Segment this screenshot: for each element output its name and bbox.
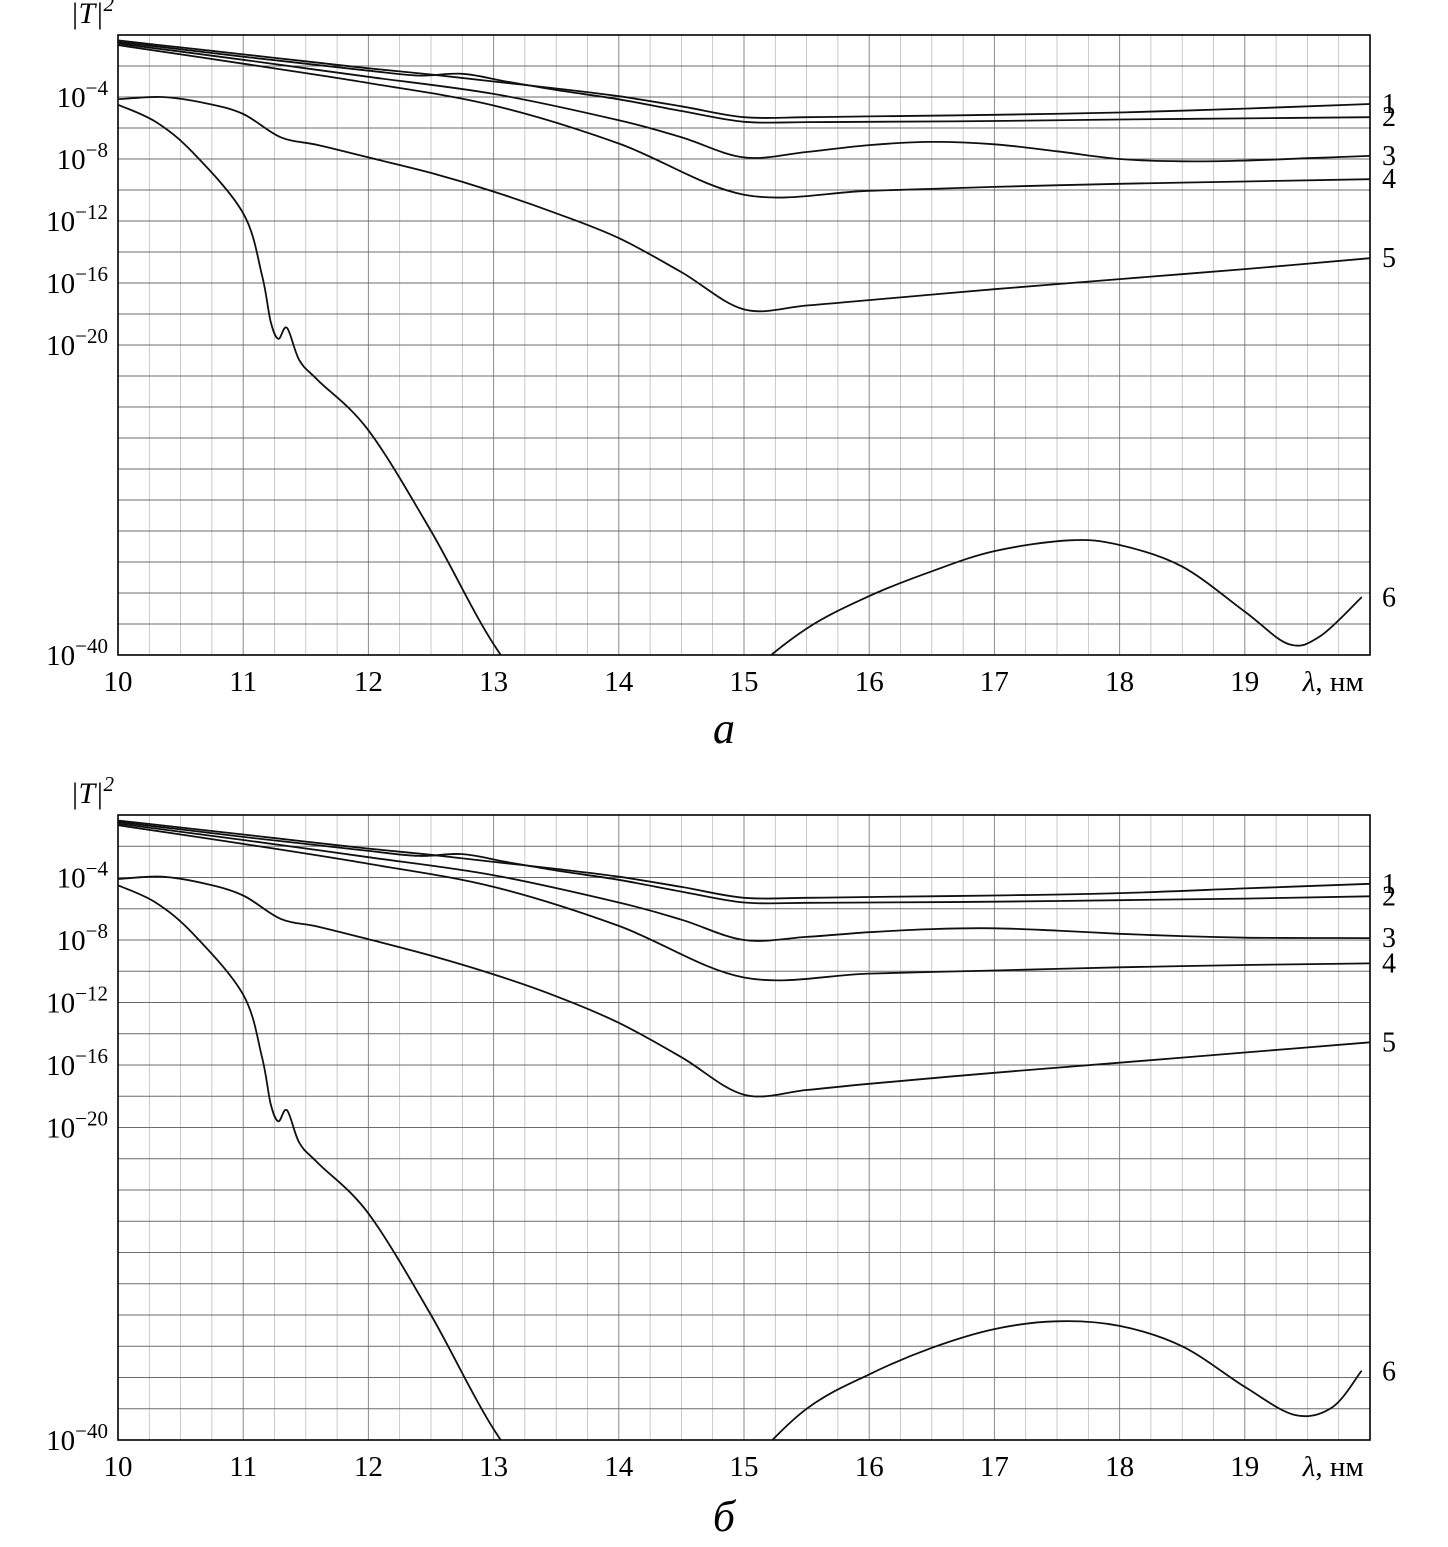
x-tick-label: 12 xyxy=(354,1451,383,1483)
grid xyxy=(118,815,1370,1440)
series-label-4: 4 xyxy=(1382,164,1396,195)
y-tick-label: 10−20 xyxy=(46,324,108,362)
series-label-3: 3 xyxy=(1382,141,1396,172)
curve-5 xyxy=(118,96,1370,313)
curve-1 xyxy=(118,39,1370,119)
chart-panel-a: 1 2 3 4 5 6 10−4 10−8 10−12 10−16 10−20 10−40 10 11 12… xyxy=(0,0,1448,700)
x-tick-label: 13 xyxy=(479,1451,508,1483)
y-tick-label: 10−16 xyxy=(46,1044,108,1082)
curve-6 xyxy=(118,103,1363,655)
series-label-4: 4 xyxy=(1382,948,1396,979)
x-tick-label: 18 xyxy=(1105,1451,1134,1483)
panel-caption-a: а xyxy=(713,703,735,753)
series-label-1: 1 xyxy=(1382,89,1396,120)
series-label-5: 5 xyxy=(1382,243,1396,274)
y-tick-label: 10−40 xyxy=(46,1419,108,1457)
y-tick-label: 10−4 xyxy=(57,857,109,895)
x-tick-label: 17 xyxy=(980,666,1009,698)
chart-panel-b: 1 2 3 4 5 6 10−4 10−8 10−12 10−16 10−20 10−40 10 11 12… xyxy=(0,757,1448,1487)
series-label-3: 3 xyxy=(1382,923,1396,954)
curve-4 xyxy=(118,44,1370,199)
curves xyxy=(118,39,1370,655)
plot-border xyxy=(117,814,1371,1441)
plot-border xyxy=(117,34,1371,656)
x-tick-label: 16 xyxy=(855,1451,884,1483)
y-tick-label: 10−4 xyxy=(57,76,109,114)
panel-caption-b: б xyxy=(712,1492,736,1541)
x-tick-label: 12 xyxy=(354,666,383,698)
x-tick-label: 16 xyxy=(855,666,884,698)
series-label-1: 1 xyxy=(1382,869,1396,900)
curve-3 xyxy=(118,42,1370,163)
y-tick-label: 10−8 xyxy=(57,138,108,176)
y-tick-label: 10−12 xyxy=(46,200,108,238)
series-label-6: 6 xyxy=(1382,1356,1396,1387)
x-tick-label: 11 xyxy=(229,1451,257,1483)
series-label-2: 2 xyxy=(1382,102,1396,133)
x-tick-label: 17 xyxy=(980,1451,1009,1483)
y-axis-title: |T|2 xyxy=(70,0,114,30)
series-label-2: 2 xyxy=(1382,881,1396,912)
x-tick-label: 10 xyxy=(104,666,133,698)
curve-3 xyxy=(118,822,1370,942)
y-tick-label: 10−20 xyxy=(46,1107,108,1145)
x-tick-label: 13 xyxy=(479,666,508,698)
y-axis-title: |T|2 xyxy=(70,772,114,810)
x-tick-label: 14 xyxy=(604,666,634,698)
curve-4 xyxy=(118,824,1370,982)
y-tick-label: 10−40 xyxy=(46,634,108,672)
x-axis-title: λ, нм xyxy=(1302,666,1364,698)
x-tick-label: 15 xyxy=(730,666,759,698)
x-tick-label: 18 xyxy=(1105,666,1134,698)
y-tick-label: 10−8 xyxy=(57,919,108,957)
x-tick-label: 19 xyxy=(1230,666,1259,698)
curve-2 xyxy=(118,821,1370,905)
curve-6 xyxy=(118,884,1363,1440)
curve-1 xyxy=(118,819,1370,900)
y-tick-label: 10−16 xyxy=(46,262,108,300)
x-tick-label: 14 xyxy=(604,1451,634,1483)
x-tick-label: 11 xyxy=(229,666,257,698)
x-tick-label: 15 xyxy=(730,1451,759,1483)
x-tick-label: 10 xyxy=(104,1451,133,1483)
curve-5 xyxy=(118,875,1370,1098)
curves xyxy=(118,819,1370,1440)
series-label-6: 6 xyxy=(1382,583,1396,614)
x-axis-title: λ, нм xyxy=(1302,1451,1364,1483)
x-tick-label: 19 xyxy=(1230,1451,1259,1483)
y-tick-label: 10−12 xyxy=(46,982,108,1020)
curve-2 xyxy=(118,41,1370,124)
grid xyxy=(118,35,1370,655)
series-label-5: 5 xyxy=(1382,1027,1396,1058)
